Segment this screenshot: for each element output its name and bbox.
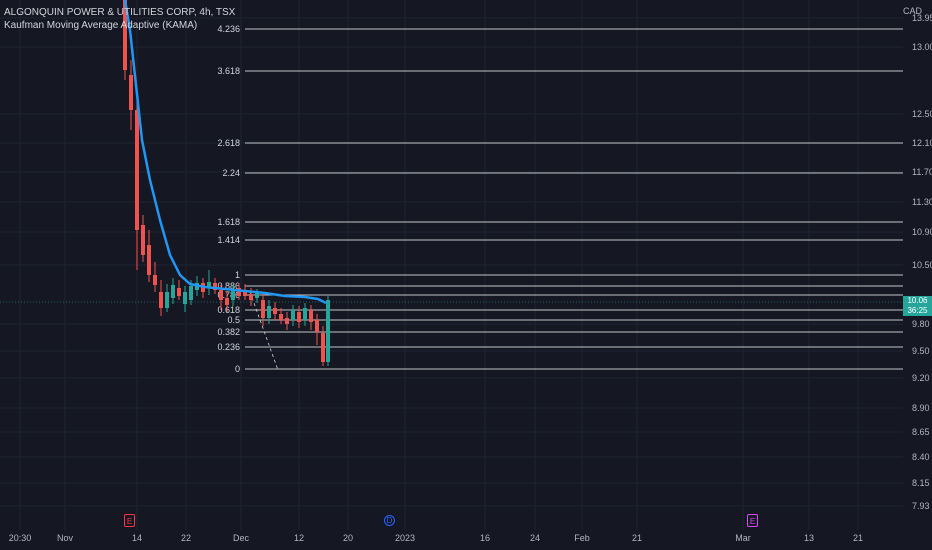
price-axis-label: 9.80 <box>912 319 930 329</box>
candle-body[interactable] <box>123 0 127 70</box>
candle-body[interactable] <box>321 333 325 362</box>
candle-body[interactable] <box>249 294 253 300</box>
price-axis-label: 8.40 <box>912 452 930 462</box>
price-axis-label: 12.50 <box>912 109 932 119</box>
earnings-icon: E <box>126 517 133 526</box>
fib-level-label: 1.414 <box>217 235 240 245</box>
fib-level-label: 0.886 <box>217 281 240 291</box>
currency-label[interactable]: CAD <box>902 6 922 16</box>
time-axis-label: 14 <box>132 533 142 543</box>
candle-body[interactable] <box>129 75 133 110</box>
fib-level-label: 2.618 <box>217 138 240 148</box>
candle-body[interactable] <box>225 298 229 305</box>
kama-line[interactable] <box>123 0 327 305</box>
upcoming-earnings-marker[interactable]: E <box>747 514 758 527</box>
fib-level-label: 0 <box>235 364 240 374</box>
fib-level-label: 0.236 <box>217 342 240 352</box>
symbol-title[interactable]: ALGONQUIN POWER & UTILITIES CORP, 4h, TS… <box>4 7 236 18</box>
last-price-badge: 10.06 36:25 <box>903 296 932 316</box>
candle-body[interactable] <box>141 225 145 255</box>
price-axis-label: 7.93 <box>912 501 930 511</box>
time-axis-label: Feb <box>574 533 590 543</box>
price-axis-label: 13.00 <box>912 42 932 52</box>
candle-body[interactable] <box>231 290 235 300</box>
candle-body[interactable] <box>177 288 181 296</box>
candle-body[interactable] <box>189 286 193 300</box>
fib-level-label: 0.382 <box>217 327 240 337</box>
candle-body[interactable] <box>237 288 241 296</box>
price-axis-label: 11.30 <box>912 197 932 207</box>
candle-body[interactable] <box>207 282 211 288</box>
last-price-value: 10.06 <box>907 296 928 305</box>
fib-level-label: 0.786 <box>217 290 240 300</box>
price-axis-label: 10.50 <box>912 260 932 270</box>
time-axis-label: 2023 <box>395 533 415 543</box>
chart-legend: ALGONQUIN POWER & UTILITIES CORP, 4h, TS… <box>4 6 235 32</box>
fib-trend-line[interactable] <box>249 291 279 371</box>
candle-body[interactable] <box>183 292 187 304</box>
price-axis-label: 11.70 <box>912 167 932 177</box>
time-axis-label: 21 <box>632 533 642 543</box>
candle-body[interactable] <box>135 110 139 230</box>
price-axis-label: 8.65 <box>912 427 930 437</box>
dividend-icon: D <box>386 516 393 525</box>
fib-level-label: 4.236 <box>217 24 240 34</box>
time-axis-label: 13 <box>804 533 814 543</box>
time-axis-label: Nov <box>57 533 74 543</box>
time-axis-label: Dec <box>233 533 250 543</box>
candle-body[interactable] <box>279 314 283 320</box>
time-axis-label: 24 <box>530 533 540 543</box>
time-axis-label: 20:30 <box>9 533 32 543</box>
price-axis-label: 9.20 <box>912 373 930 383</box>
candle-body[interactable] <box>309 310 313 322</box>
candle-body[interactable] <box>297 312 301 322</box>
candle-body[interactable] <box>243 290 247 296</box>
candle-body[interactable] <box>153 275 157 285</box>
candle-body[interactable] <box>303 308 307 320</box>
price-axis-label: 12.10 <box>912 138 932 148</box>
time-axis-label: 20 <box>343 533 353 543</box>
time-axis-label: Mar <box>735 533 751 543</box>
fib-level-label: 0.618 <box>217 305 240 315</box>
price-axis-label: 10.90 <box>912 227 932 237</box>
price-axis-label: 8.15 <box>912 478 930 488</box>
candle-body[interactable] <box>213 283 217 290</box>
candle-body[interactable] <box>159 292 163 308</box>
candle-body[interactable] <box>147 245 151 275</box>
candle-body[interactable] <box>315 320 319 332</box>
candle-body[interactable] <box>261 300 265 318</box>
bar-countdown: 36:25 <box>907 306 928 315</box>
candle-body[interactable] <box>285 318 289 324</box>
indicator-title[interactable]: Kaufman Moving Average Adaptive (KAMA) <box>4 20 198 31</box>
fib-level-label: 2.24 <box>222 168 240 178</box>
time-axis-label: 22 <box>181 533 191 543</box>
upcoming-earnings-icon: E <box>749 517 756 526</box>
price-axis-label: 9.50 <box>912 346 930 356</box>
time-axis-label: 12 <box>294 533 304 543</box>
candle-body[interactable] <box>165 292 169 308</box>
fib-level-label: 1 <box>235 270 240 280</box>
candle-body[interactable] <box>273 308 277 314</box>
fib-level-label: 0.5 <box>227 315 240 325</box>
earnings-marker[interactable]: E <box>124 514 135 527</box>
price-axis-label: 13.95 <box>912 13 932 23</box>
candle-body[interactable] <box>291 310 295 320</box>
fib-level-label: 3.618 <box>217 66 240 76</box>
candle-body[interactable] <box>219 290 223 300</box>
price-axis-label: 8.90 <box>912 403 930 413</box>
time-axis-label: 21 <box>853 533 863 543</box>
fib-level-label: 1.618 <box>217 217 240 227</box>
candle-body[interactable] <box>326 300 330 362</box>
candle-body[interactable] <box>255 293 259 298</box>
dividend-marker[interactable]: D <box>384 515 395 526</box>
candle-body[interactable] <box>267 306 271 318</box>
candle-body[interactable] <box>171 285 175 298</box>
time-axis-label: 16 <box>480 533 490 543</box>
